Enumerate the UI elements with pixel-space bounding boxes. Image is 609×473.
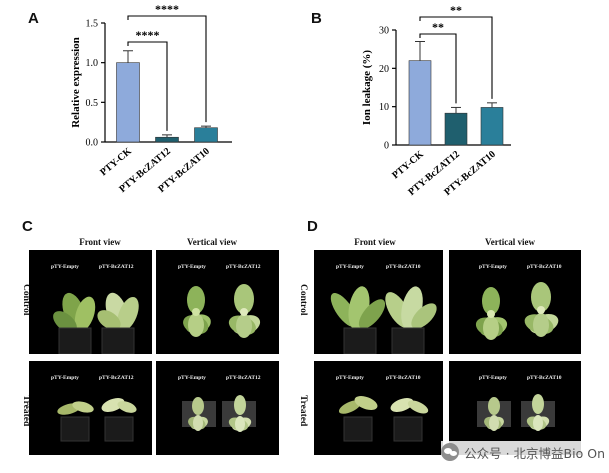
plant-label-empty: pTY-Empty [51,264,79,270]
significance-label: **** [136,28,160,42]
significance-bracket [127,15,207,123]
y-axis-label: Ion leakage (%) [361,50,373,126]
panel-d-control-vertical-photo: pTY-Empty pTY-BcZAT10 [449,250,581,354]
plant-label-line: pTY-BcZAT12 [99,264,134,270]
plant-label-line: pTY-BcZAT12 [226,264,261,270]
plant-label-empty: pTY-Empty [178,375,206,381]
plant-label-line: pTY-BcZAT10 [527,375,562,381]
bar [480,107,504,146]
plant-label-line: pTY-BcZAT10 [527,264,562,270]
significance-label: ** [432,20,444,34]
plant-label-empty: pTY-Empty [479,375,507,381]
y-tick-label: 0.0 [86,138,99,149]
plant-label-empty: pTY-Empty [336,264,364,270]
y-axis-label: Relative expression [70,37,82,128]
plant-image [477,394,555,431]
plant-image [183,284,261,338]
plant-image [338,396,429,442]
watermark: 公众号 · 北京博益Bio On [441,441,609,463]
panel-c-control-front-photo: pTY-Empty pTY-BcZAT12 [29,250,152,354]
panel-d-row-treated-label: Treated [298,395,308,427]
y-tick-label: 1.5 [86,19,99,30]
significance-label: ** [450,3,462,17]
panel-d-vertical-view-title: Vertical view [485,237,535,247]
plant-label-empty: pTY-Empty [51,375,79,381]
plant-label-line: pTY-BcZAT12 [99,375,134,381]
panel-c-control-vertical-photo: pTY-Empty pTY-BcZAT12 [156,250,279,354]
plant-image [53,292,139,354]
panel-c-treated-front-photo: pTY-Empty pTY-BcZAT12 [29,361,152,455]
panel-d-row-control-label: Control [298,284,308,316]
plant-label-line: pTY-BcZAT10 [386,375,421,381]
panel-d-treated-vertical-photo: pTY-Empty pTY-BcZAT10 [449,361,581,455]
panel-d-treated-front-photo: pTY-Empty pTY-BcZAT10 [314,361,443,455]
plant-label-line: pTY-BcZAT10 [386,264,421,270]
panel-label-b: B [311,10,322,27]
plant-image [330,286,437,354]
plant-label-empty: pTY-Empty [336,375,364,381]
plant-image [57,398,137,442]
y-tick-label: 0 [384,141,389,152]
plant-label-empty: pTY-Empty [178,264,206,270]
significance-label: **** [155,2,179,16]
panel-d-control-front-photo: pTY-Empty pTY-BcZAT10 [314,250,443,354]
watermark-text: 公众号 · 北京博益Bio On [464,445,605,461]
wechat-logo-icon [441,443,460,461]
plant-label-line: pTY-BcZAT12 [226,375,261,381]
plant-label-empty: pTY-Empty [479,264,507,270]
y-tick-label: 0.5 [86,98,99,109]
panel-label-c: C [22,218,33,235]
panel-label-d: D [307,218,318,235]
panel-label-a: A [28,10,39,27]
panel-d-front-view-title: Front view [354,237,396,247]
significance-bracket [127,41,168,131]
bar [408,60,432,146]
significance-bracket [419,16,493,99]
plant-image [475,282,559,340]
significance-bracket [419,33,457,104]
y-tick-label: 1.0 [86,58,99,69]
panel-c-vertical-view-title: Vertical view [187,237,237,247]
y-tick-label: 20 [379,64,389,75]
y-tick-label: 10 [379,102,389,113]
panel-c-front-view-title: Front view [79,237,121,247]
plant-image [182,395,256,432]
panel-c-treated-vertical-photo: pTY-Empty pTY-BcZAT12 [156,361,279,455]
bar [444,112,468,146]
y-tick-label: 30 [379,26,389,37]
